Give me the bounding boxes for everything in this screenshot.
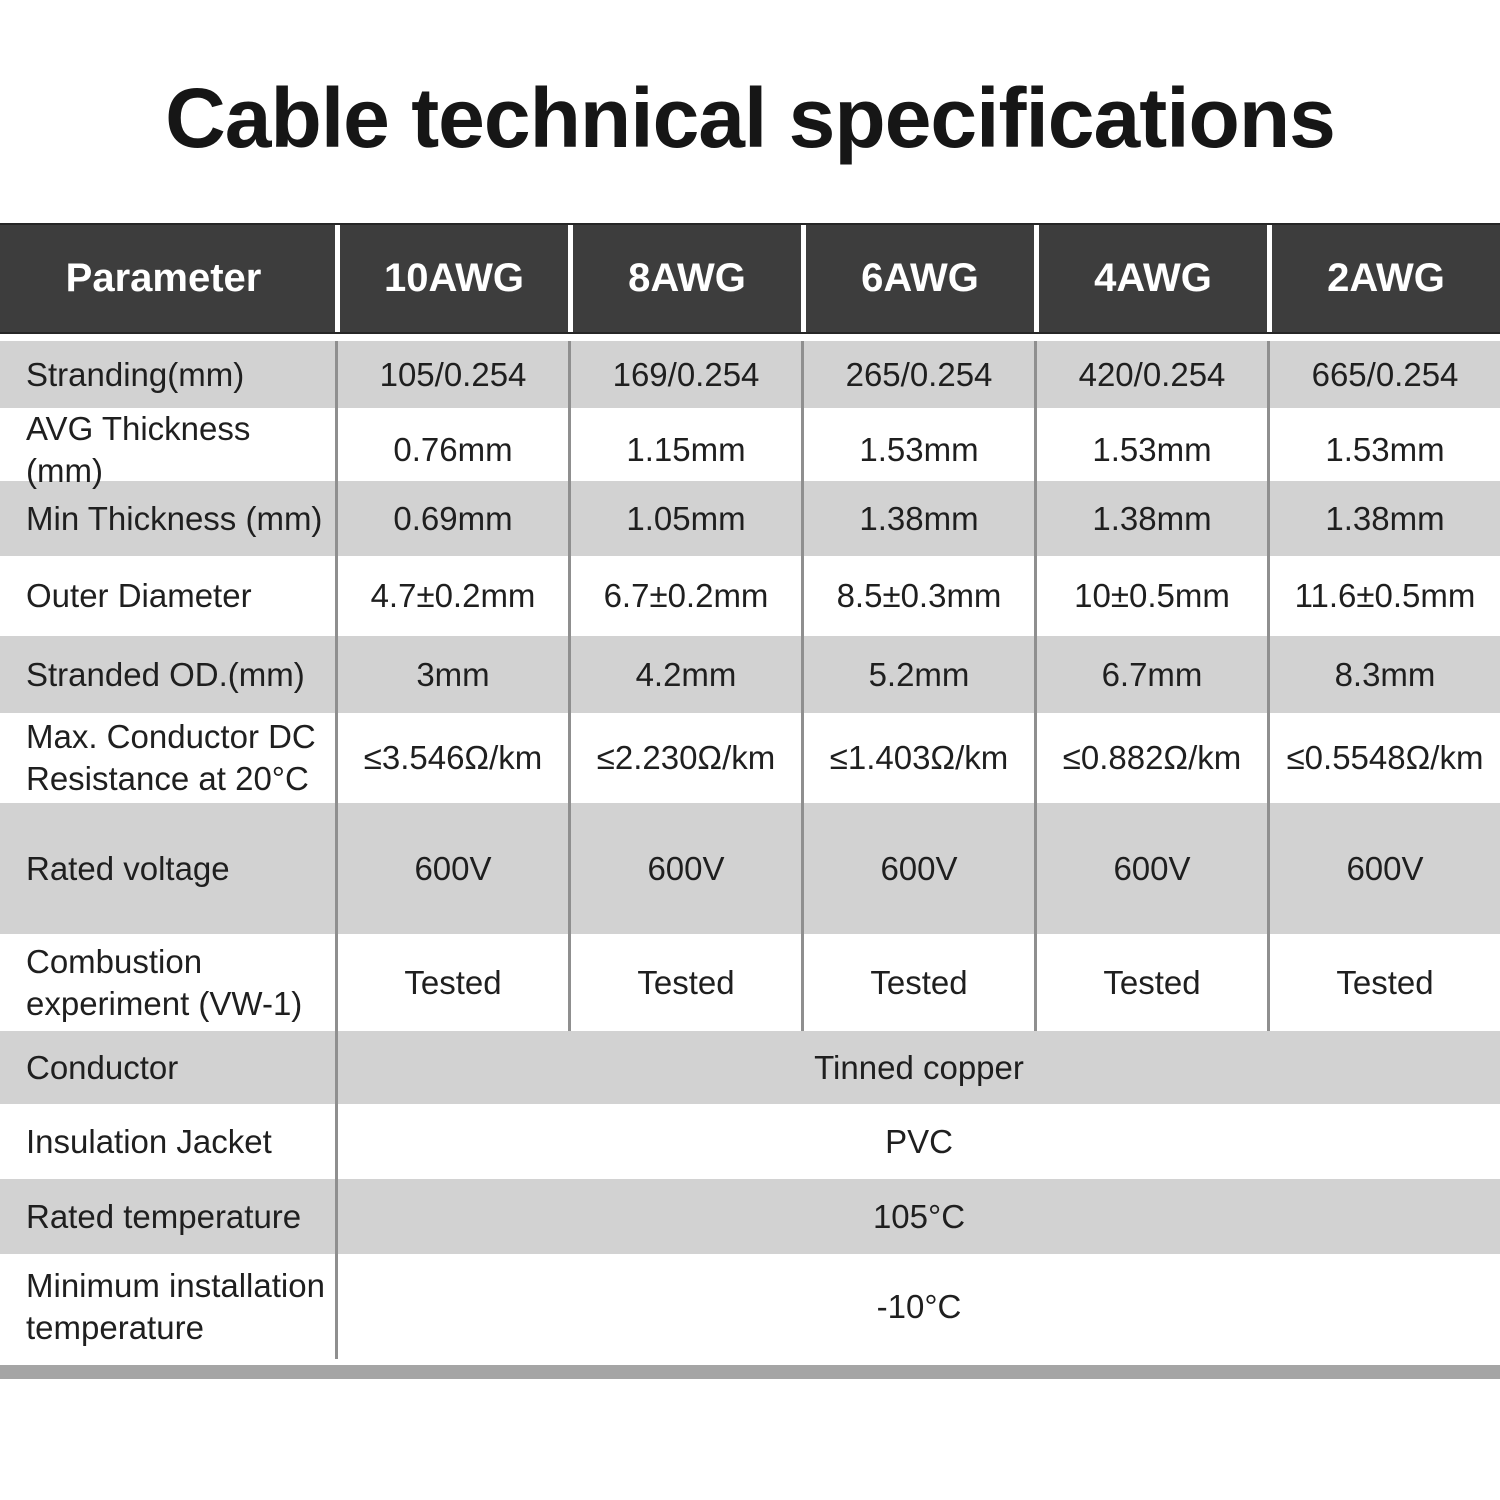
table-row-rated-temperature: Rated temperature 105°C	[0, 1179, 1500, 1254]
table-header-row: Parameter 10AWG 8AWG 6AWG 4AWG 2AWG	[0, 223, 1500, 334]
table-row-stranded-od: Stranded OD.(mm) 3mm 4.2mm 5.2mm 6.7mm 8…	[0, 636, 1500, 713]
cell-value: 0.76mm	[335, 408, 568, 492]
cell-value: ≤2.230Ω/km	[568, 713, 801, 803]
cell-merged-value: -10°C	[335, 1254, 1500, 1359]
cell-value: 600V	[801, 803, 1034, 934]
cell-value: Tested	[335, 934, 568, 1031]
header-col-10awg: 10AWG	[335, 225, 568, 332]
row-label: Max. Conductor DC Resistance at 20°C	[26, 718, 316, 797]
table-row-dc-resistance: Max. Conductor DC Resistance at 20°C ≤3.…	[0, 713, 1500, 803]
cell-value: 11.6±0.5mm	[1267, 556, 1500, 636]
row-label: Minimum installation temperature	[26, 1266, 325, 1346]
table-row-conductor: Conductor Tinned copper	[0, 1031, 1500, 1104]
cell-value: ≤0.882Ω/km	[1034, 713, 1267, 803]
cell-value: 420/0.254	[1034, 341, 1267, 408]
cell-value: 1.15mm	[568, 408, 801, 492]
cell-value: 1.38mm	[1267, 481, 1500, 556]
cell-value: Tested	[801, 934, 1034, 1031]
row-label: Insulation Jacket	[26, 1122, 272, 1160]
cell-value: 265/0.254	[801, 341, 1034, 408]
cell-value: 600V	[1034, 803, 1267, 934]
cell-value: 1.05mm	[568, 481, 801, 556]
table-row-insulation-jacket: Insulation Jacket PVC	[0, 1104, 1500, 1179]
row-label: Min Thickness (mm)	[26, 499, 323, 537]
table-row-stranding: Stranding(mm) 105/0.254 169/0.254 265/0.…	[0, 341, 1500, 408]
cell-value: 1.53mm	[801, 408, 1034, 492]
cell-value: 665/0.254	[1267, 341, 1500, 408]
cell-value: Tested	[1034, 934, 1267, 1031]
cell-value: ≤0.5548Ω/km	[1267, 713, 1500, 803]
table-row-avg-thickness: AVG Thickness (mm) 0.76mm 1.15mm 1.53mm …	[0, 408, 1500, 492]
spec-table: Parameter 10AWG 8AWG 6AWG 4AWG 2AWG Stra…	[0, 223, 1500, 1359]
table-row-outer-diameter: Outer Diameter 4.7±0.2mm 6.7±0.2mm 8.5±0…	[0, 556, 1500, 636]
cell-value: 600V	[568, 803, 801, 934]
cell-value: 0.69mm	[335, 481, 568, 556]
row-label: Outer Diameter	[26, 577, 252, 615]
cell-value: 8.3mm	[1267, 636, 1500, 713]
cell-value: 5.2mm	[801, 636, 1034, 713]
header-col-8awg: 8AWG	[568, 225, 801, 332]
table-row-min-install-temperature: Minimum installation temperature -10°C	[0, 1254, 1500, 1359]
cell-value: Tested	[1267, 934, 1500, 1031]
cell-value: ≤3.546Ω/km	[335, 713, 568, 803]
cell-merged-value: PVC	[335, 1104, 1500, 1179]
header-col-6awg: 6AWG	[801, 225, 1034, 332]
row-label: Conductor	[26, 1048, 179, 1086]
row-label: Rated temperature	[26, 1197, 302, 1235]
cell-value: 4.2mm	[568, 636, 801, 713]
table-row-min-thickness: Min Thickness (mm) 0.69mm 1.05mm 1.38mm …	[0, 481, 1500, 556]
header-col-4awg: 4AWG	[1034, 225, 1267, 332]
cell-merged-value: 105°C	[335, 1179, 1500, 1254]
table-row-rated-voltage: Rated voltage 600V 600V 600V 600V 600V	[0, 803, 1500, 934]
cell-value: Tested	[568, 934, 801, 1031]
header-col-2awg: 2AWG	[1267, 225, 1500, 332]
row-label: AVG Thickness (mm)	[26, 410, 251, 489]
cell-value: 600V	[335, 803, 568, 934]
row-label: Combustion experiment (VW-1)	[26, 942, 303, 1022]
table-row-combustion: Combustion experiment (VW-1) Tested Test…	[0, 934, 1500, 1031]
cell-value: 1.53mm	[1267, 408, 1500, 492]
page-title: Cable technical specifications	[165, 71, 1336, 165]
cell-value: 1.38mm	[1034, 481, 1267, 556]
cell-value: 169/0.254	[568, 341, 801, 408]
row-label: Rated voltage	[26, 849, 230, 887]
cell-value: 10±0.5mm	[1034, 556, 1267, 636]
cell-merged-value: Tinned copper	[335, 1031, 1500, 1104]
cell-value: 105/0.254	[335, 341, 568, 408]
table-bottom-bar	[0, 1365, 1500, 1379]
cell-value: ≤1.403Ω/km	[801, 713, 1034, 803]
cell-value: 3mm	[335, 636, 568, 713]
title-block: Cable technical specifications	[0, 0, 1500, 223]
cell-value: 6.7mm	[1034, 636, 1267, 713]
cell-value: 8.5±0.3mm	[801, 556, 1034, 636]
row-label: Stranded OD.(mm)	[26, 655, 305, 693]
header-parameter: Parameter	[65, 256, 262, 301]
cell-value: 600V	[1267, 803, 1500, 934]
cell-value: 1.38mm	[801, 481, 1034, 556]
cell-value: 4.7±0.2mm	[335, 556, 568, 636]
cell-value: 6.7±0.2mm	[568, 556, 801, 636]
cell-value: 1.53mm	[1034, 408, 1267, 492]
row-label: Stranding(mm)	[26, 355, 245, 393]
